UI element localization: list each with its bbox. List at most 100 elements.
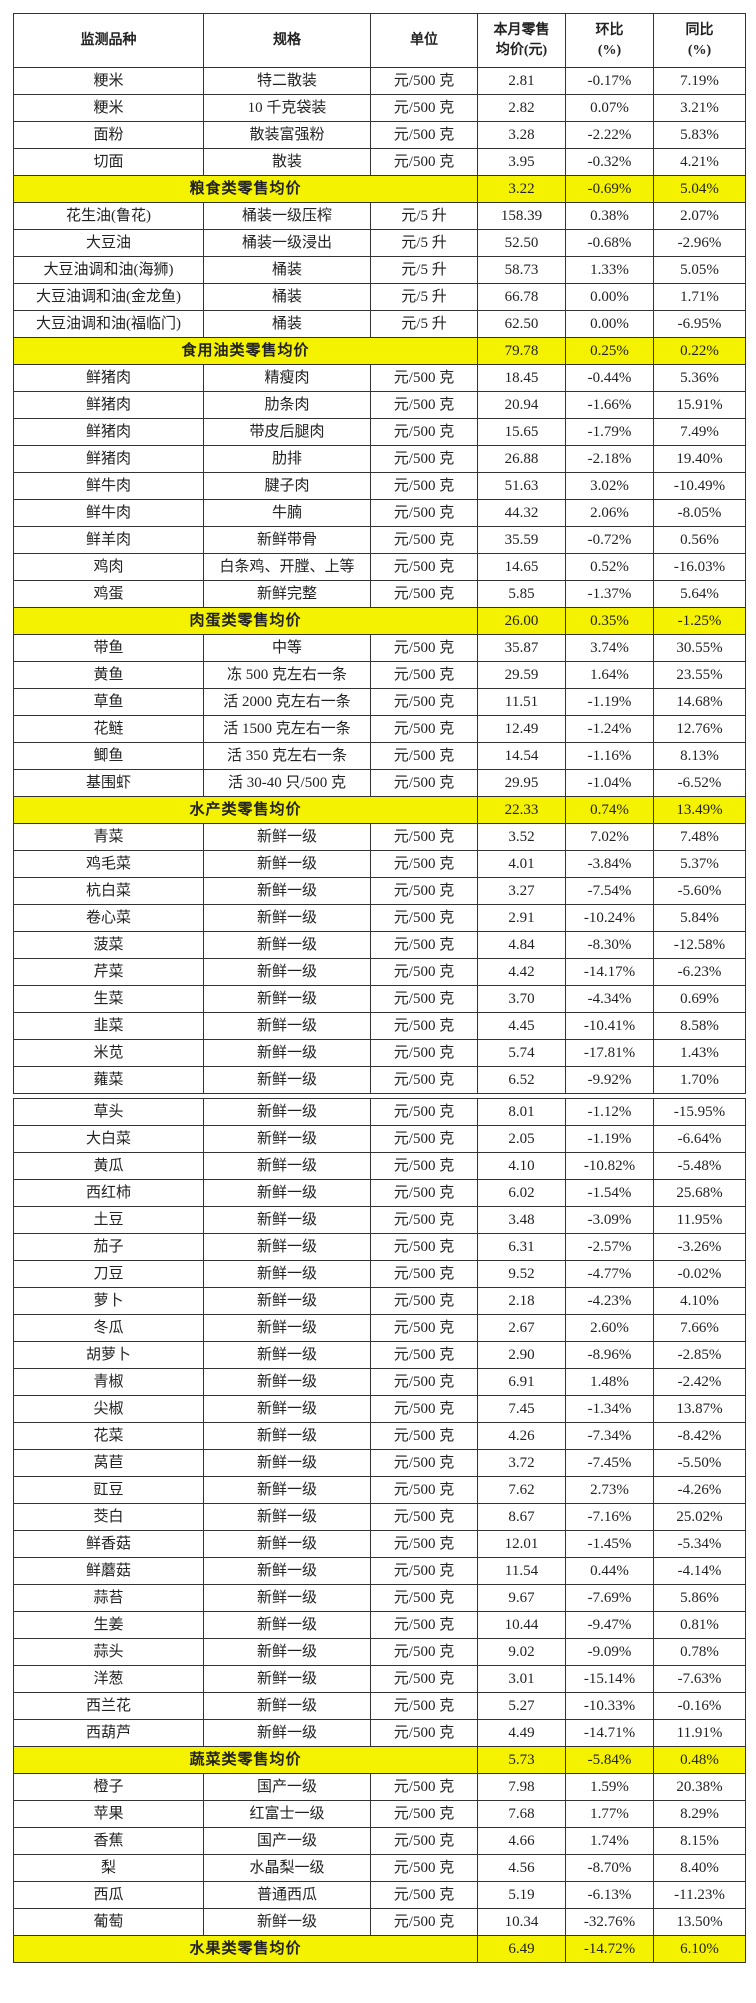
- mom-cell: -2.57%: [565, 1233, 654, 1261]
- summary-row: 肉蛋类零售均价 26.00 0.35% -1.25%: [13, 607, 746, 635]
- summary-row: 食用油类零售均价 79.78 0.25% 0.22%: [13, 337, 746, 365]
- summary-yoy: 13.49%: [653, 796, 746, 824]
- item-cell: 黄鱼: [13, 661, 204, 689]
- table-row: 大豆油调和油(金龙鱼) 桶装 元/5 升 66.78 0.00% 1.71%: [13, 283, 746, 311]
- yoy-cell: 8.58%: [653, 1012, 746, 1040]
- item-cell: 梨: [13, 1854, 204, 1882]
- summary-price: 5.73: [477, 1746, 566, 1774]
- summary-price: 79.78: [477, 337, 566, 365]
- table-row: 鲜香菇 新鲜一级 元/500 克 12.01 -1.45% -5.34%: [13, 1530, 746, 1558]
- item-cell: 鲜猪肉: [13, 445, 204, 473]
- unit-cell: 元/500 克: [370, 1152, 478, 1180]
- mom-cell: 1.59%: [565, 1773, 654, 1801]
- mom-cell: 0.44%: [565, 1557, 654, 1585]
- table-row: 橙子 国产一级 元/500 克 7.98 1.59% 20.38%: [13, 1773, 746, 1801]
- summary-mom: 0.74%: [565, 796, 654, 824]
- yoy-cell: 15.91%: [653, 391, 746, 419]
- table-row: 花菜 新鲜一级 元/500 克 4.26 -7.34% -8.42%: [13, 1422, 746, 1450]
- unit-cell: 元/5 升: [370, 202, 478, 230]
- table-row: 豇豆 新鲜一级 元/500 克 7.62 2.73% -4.26%: [13, 1476, 746, 1504]
- yoy-cell: 7.19%: [653, 67, 746, 95]
- yoy-cell: 12.76%: [653, 715, 746, 743]
- mom-cell: 0.38%: [565, 202, 654, 230]
- item-cell: 鲜蘑菇: [13, 1557, 204, 1585]
- unit-cell: 元/500 克: [370, 1476, 478, 1504]
- summary-yoy: 6.10%: [653, 1935, 746, 1963]
- price-cell: 3.27: [477, 877, 566, 905]
- item-cell: 大豆油调和油(海狮): [13, 256, 204, 284]
- price-cell: 3.48: [477, 1206, 566, 1234]
- mom-cell: -7.45%: [565, 1449, 654, 1477]
- table-row: 萝卜 新鲜一级 元/500 克 2.18 -4.23% 4.10%: [13, 1287, 746, 1315]
- price-cell: 7.62: [477, 1476, 566, 1504]
- mom-cell: 1.33%: [565, 256, 654, 284]
- price-cell: 4.42: [477, 958, 566, 986]
- yoy-cell: -4.14%: [653, 1557, 746, 1585]
- mom-cell: -1.12%: [565, 1098, 654, 1126]
- mom-cell: -10.33%: [565, 1692, 654, 1720]
- yoy-cell: 5.64%: [653, 580, 746, 608]
- table-row: 蕹菜 新鲜一级 元/500 克 6.52 -9.92% 1.70%: [13, 1066, 746, 1094]
- mom-cell: -1.16%: [565, 742, 654, 770]
- yoy-cell: 8.15%: [653, 1827, 746, 1855]
- item-cell: 橙子: [13, 1773, 204, 1801]
- item-cell: 草头: [13, 1098, 204, 1126]
- spec-cell: 桶装: [203, 310, 371, 338]
- price-cell: 7.68: [477, 1800, 566, 1828]
- mom-cell: -9.92%: [565, 1066, 654, 1094]
- mom-cell: -1.79%: [565, 418, 654, 446]
- unit-cell: 元/500 克: [370, 1260, 478, 1288]
- table-row: 青椒 新鲜一级 元/500 克 6.91 1.48% -2.42%: [13, 1368, 746, 1396]
- yoy-cell: -0.16%: [653, 1692, 746, 1720]
- spec-cell: 新鲜完整: [203, 580, 371, 608]
- unit-cell: 元/500 克: [370, 445, 478, 473]
- item-cell: 粳米: [13, 94, 204, 122]
- price-cell: 2.90: [477, 1341, 566, 1369]
- price-cell: 9.52: [477, 1260, 566, 1288]
- yoy-cell: 30.55%: [653, 634, 746, 662]
- item-cell: 带鱼: [13, 634, 204, 662]
- yoy-cell: -5.48%: [653, 1152, 746, 1180]
- mom-cell: -3.09%: [565, 1206, 654, 1234]
- yoy-cell: -2.42%: [653, 1368, 746, 1396]
- yoy-cell: 5.05%: [653, 256, 746, 284]
- unit-cell: 元/500 克: [370, 553, 478, 581]
- yoy-cell: 25.68%: [653, 1179, 746, 1207]
- yoy-cell: 2.07%: [653, 202, 746, 230]
- unit-cell: 元/5 升: [370, 256, 478, 284]
- unit-cell: 元/500 克: [370, 1395, 478, 1423]
- mom-cell: -2.18%: [565, 445, 654, 473]
- unit-cell: 元/500 克: [370, 526, 478, 554]
- item-cell: 鲜牛肉: [13, 472, 204, 500]
- table-row: 土豆 新鲜一级 元/500 克 3.48 -3.09% 11.95%: [13, 1206, 746, 1234]
- price-cell: 3.72: [477, 1449, 566, 1477]
- item-cell: 大豆油: [13, 229, 204, 257]
- item-cell: 花鲢: [13, 715, 204, 743]
- header-mom: 环比 (%): [565, 13, 654, 68]
- table-row: 尖椒 新鲜一级 元/500 克 7.45 -1.34% 13.87%: [13, 1395, 746, 1423]
- item-cell: 生菜: [13, 985, 204, 1013]
- mom-cell: -17.81%: [565, 1039, 654, 1067]
- unit-cell: 元/500 克: [370, 1098, 478, 1126]
- table-row: 茭白 新鲜一级 元/500 克 8.67 -7.16% 25.02%: [13, 1503, 746, 1531]
- unit-cell: 元/500 克: [370, 823, 478, 851]
- yoy-cell: -15.95%: [653, 1098, 746, 1126]
- yoy-cell: 8.40%: [653, 1854, 746, 1882]
- table-row: 茄子 新鲜一级 元/500 克 6.31 -2.57% -3.26%: [13, 1233, 746, 1261]
- mom-cell: -8.96%: [565, 1341, 654, 1369]
- summary-label: 水果类零售均价: [13, 1935, 478, 1963]
- unit-cell: 元/500 克: [370, 418, 478, 446]
- mom-cell: 3.74%: [565, 634, 654, 662]
- price-cell: 18.45: [477, 364, 566, 392]
- yoy-cell: 8.13%: [653, 742, 746, 770]
- mom-cell: -1.66%: [565, 391, 654, 419]
- mom-cell: -10.41%: [565, 1012, 654, 1040]
- summary-price: 3.22: [477, 175, 566, 203]
- yoy-cell: 4.21%: [653, 148, 746, 176]
- price-cell: 20.94: [477, 391, 566, 419]
- item-cell: 鲜猪肉: [13, 418, 204, 446]
- mom-cell: -2.22%: [565, 121, 654, 149]
- table-row: 大豆油调和油(福临门) 桶装 元/5 升 62.50 0.00% -6.95%: [13, 310, 746, 338]
- table-row: 切面 散装 元/500 克 3.95 -0.32% 4.21%: [13, 148, 746, 176]
- summary-price: 6.49: [477, 1935, 566, 1963]
